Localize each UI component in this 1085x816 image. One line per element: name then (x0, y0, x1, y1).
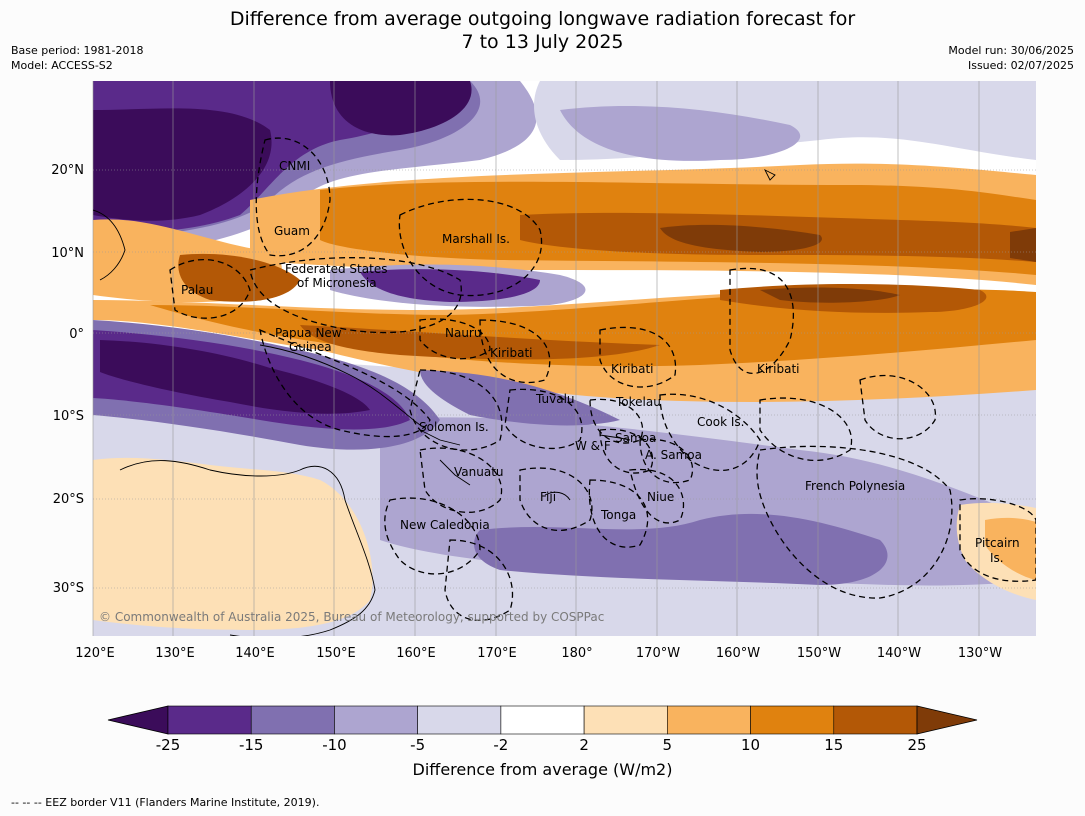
eez-borders (169, 137, 1036, 621)
lon-label: 120°E (75, 646, 115, 661)
lon-label: 140°W (877, 646, 921, 661)
colorbar-tick-label: 5 (663, 736, 673, 754)
lon-axis-labels: 120°E 130°E 140°E 150°E 160°E 170°E 180°… (75, 646, 1002, 661)
place-label: Tokelau (615, 395, 661, 409)
issued-date: Issued: 02/07/2025 (967, 59, 1074, 72)
colorbar-title: Difference from average (W/m2) (412, 760, 673, 779)
colorbar-segment (667, 705, 751, 735)
lat-label: 10°N (51, 246, 84, 261)
place-label: Papua New (275, 326, 342, 340)
title-line-1: Difference from average outgoing longwav… (229, 8, 856, 30)
place-label: French Polynesia (805, 479, 905, 493)
colorbar-tick-label: -10 (322, 736, 347, 754)
place-label: Federated States (285, 262, 387, 276)
colorbar: -25 -15 -10 -5 -2 2 5 10 15 25 (107, 705, 978, 754)
chart-title: Difference from average outgoing longwav… (0, 8, 1085, 54)
lon-label: 130°W (958, 646, 1002, 661)
lat-label: 20°N (51, 163, 84, 178)
colorbar-extend-low (107, 705, 169, 735)
title-line-2: 7 to 13 July 2025 (461, 31, 624, 53)
place-label: Tuvalu (535, 392, 575, 406)
lon-label: 160°E (396, 646, 436, 661)
meta-right: Model run: 30/06/2025 Issued: 02/07/2025 (948, 43, 1074, 73)
place-label: Guinea (289, 340, 332, 354)
lon-label: 140°E (235, 646, 275, 661)
eez-footnote: -- -- -- EEZ border V11 (Flanders Marine… (11, 796, 320, 809)
place-label: Guam (274, 224, 310, 238)
lon-label: 180° (561, 646, 592, 661)
base-period: Base period: 1981-2018 (11, 44, 144, 57)
coastlines (93, 168, 776, 636)
lat-label: 10°S (53, 409, 84, 424)
lon-label: 150°W (797, 646, 841, 661)
model-run: Model run: 30/06/2025 (948, 44, 1074, 57)
colorbar-tick-label: 10 (741, 736, 760, 754)
place-label: Palau (181, 283, 213, 297)
lon-label: 130°E (155, 646, 195, 661)
place-label: Pitcairn (975, 536, 1020, 550)
anomaly-field (93, 81, 1036, 636)
model-name: Model: ACCESS-S2 (11, 59, 113, 72)
place-label: Tonga (600, 508, 636, 522)
place-label: Nauru (445, 326, 481, 340)
lon-label: 150°E (316, 646, 356, 661)
lat-label: 30°S (53, 581, 84, 596)
colorbar-segment (833, 705, 918, 735)
place-label: of Micronesia (297, 276, 377, 290)
colorbar-tick-label: -15 (239, 736, 264, 754)
meta-left: Base period: 1981-2018 Model: ACCESS-S2 (11, 43, 143, 73)
lat-axis-labels: 20°N 10°N 0° 10°S 20°S 30°S (51, 163, 84, 596)
colorbar-segment (750, 705, 835, 735)
place-label: New Caledonia (400, 518, 490, 532)
place-label: Fiji (540, 490, 556, 504)
place-label: Solomon Is. (419, 420, 489, 434)
colorbar-extend-high (916, 705, 978, 735)
place-label: CNMI (279, 159, 310, 173)
colorbar-segment (250, 705, 335, 735)
colorbar-tick-label: -25 (156, 736, 181, 754)
place-labels: CNMI Guam Marshall Is. Federated States … (181, 159, 1020, 565)
colorbar-tick-label: -5 (410, 736, 425, 754)
place-label: Is. (990, 551, 1004, 565)
lon-label: 160°W (716, 646, 760, 661)
colorbar-segment (334, 705, 418, 735)
place-label: Kiribati (490, 346, 532, 360)
colorbar-tick-label: 25 (907, 736, 926, 754)
lon-label: 170°E (477, 646, 517, 661)
lon-label: 170°W (636, 646, 680, 661)
place-label: W & F (575, 439, 611, 453)
place-label: Marshall Is. (442, 232, 510, 246)
place-label: Cook Is. (697, 415, 744, 429)
lat-label: 20°S (53, 492, 84, 507)
graticule (93, 169, 1036, 589)
colorbar-segment (500, 705, 585, 735)
colorbar-segment (583, 705, 668, 735)
copyright-note: © Commonwealth of Australia 2025, Bureau… (99, 610, 604, 624)
colorbar-segment (417, 705, 502, 735)
colorbar-tick-label: -2 (493, 736, 508, 754)
place-label: Kiribati (611, 362, 653, 376)
place-label: Niue (647, 490, 674, 504)
place-label: A. Samoa (645, 448, 702, 462)
place-label: Samoa (615, 431, 656, 445)
colorbar-segment (167, 705, 252, 735)
colorbar-tick-label: 2 (579, 736, 589, 754)
place-label: Vanuatu (454, 465, 504, 479)
lat-label: 0° (69, 327, 84, 342)
place-label: Kiribati (757, 362, 799, 376)
colorbar-tick-label: 15 (824, 736, 843, 754)
meridians (92, 81, 980, 636)
